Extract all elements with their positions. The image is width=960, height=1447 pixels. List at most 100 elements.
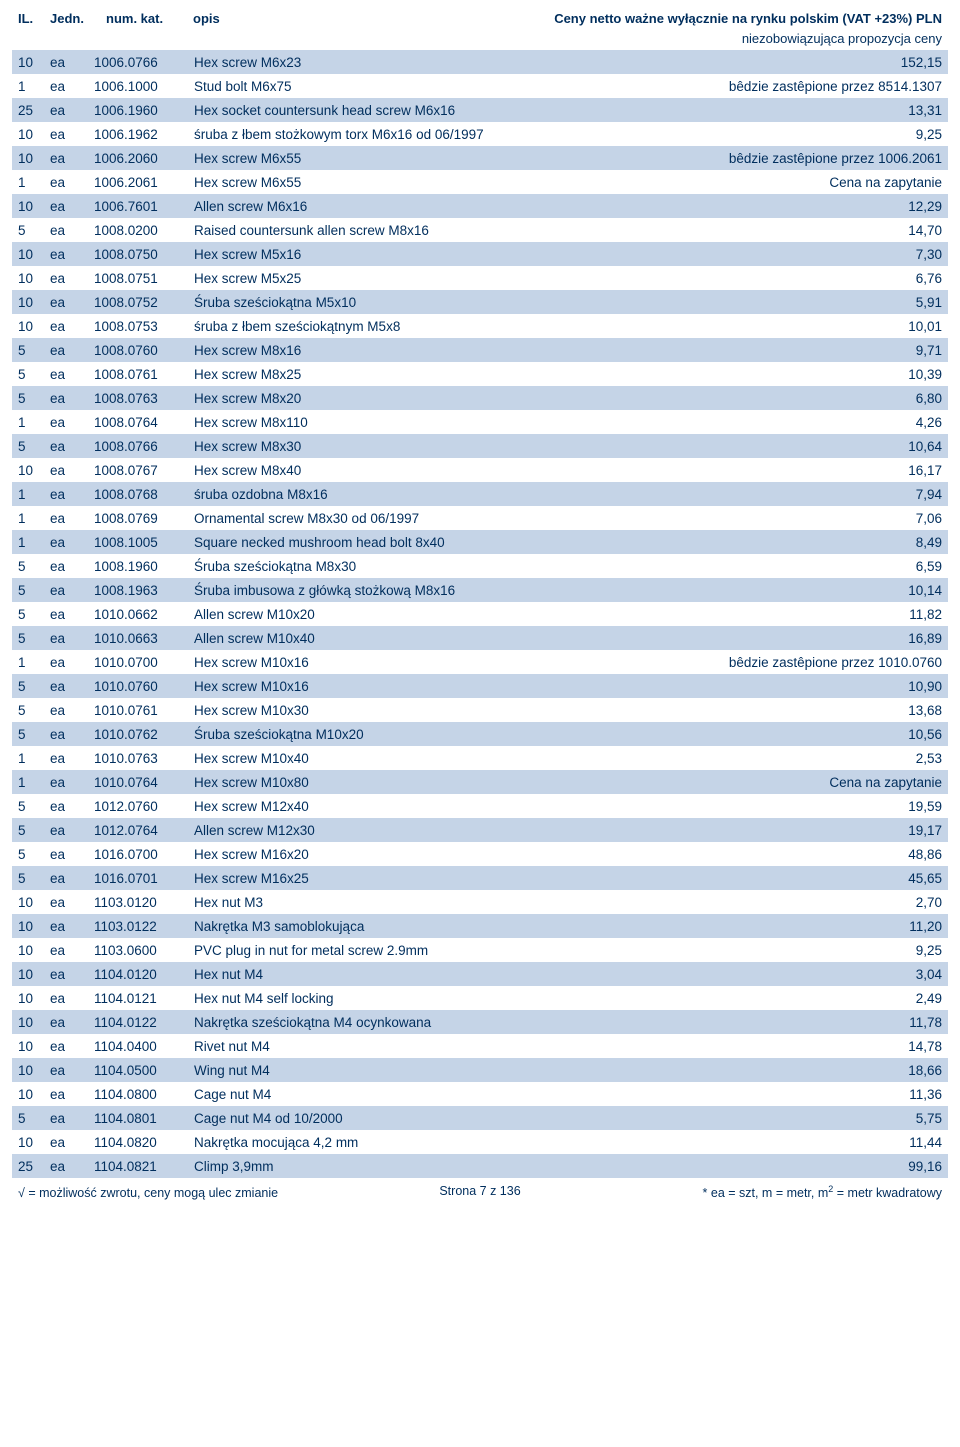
cell-jedn: ea (44, 842, 88, 866)
cell-num: 1010.0700 (88, 650, 188, 674)
sub-header: niezobowiązująca propozycja ceny (12, 28, 948, 50)
cell-price: 11,36 (708, 1082, 948, 1106)
col-header-right: Ceny netto ważne wyłącznie na rynku pols… (283, 11, 942, 26)
cell-jedn: ea (44, 914, 88, 938)
cell-il: 10 (12, 938, 44, 962)
cell-il: 5 (12, 578, 44, 602)
cell-opis: Hex screw M12x40 (188, 794, 708, 818)
cell-il: 10 (12, 1130, 44, 1154)
cell-jedn: ea (44, 50, 88, 74)
table-row: 10ea1006.7601Allen screw M6x1612,29 (12, 194, 948, 218)
cell-num: 1012.0760 (88, 794, 188, 818)
table-row: 5ea1012.0764Allen screw M12x3019,17 (12, 818, 948, 842)
table-row: 25ea1104.0821Climp 3,9mm99,16 (12, 1154, 948, 1178)
page-footer: √ = możliwość zwrotu, ceny mogą ulec zmi… (12, 1178, 948, 1200)
footer-right: * ea = szt, m = metr, m2 = metr kwadrato… (703, 1184, 942, 1200)
cell-num: 1008.0751 (88, 266, 188, 290)
cell-jedn: ea (44, 194, 88, 218)
cell-il: 10 (12, 50, 44, 74)
cell-il: 5 (12, 698, 44, 722)
col-header-jedn: Jedn. (50, 11, 100, 26)
table-row: 5ea1008.0761Hex screw M8x2510,39 (12, 362, 948, 386)
cell-opis: Hex socket countersunk head screw M6x16 (188, 98, 708, 122)
cell-price: 6,80 (708, 386, 948, 410)
cell-num: 1006.1962 (88, 122, 188, 146)
cell-num: 1104.0400 (88, 1034, 188, 1058)
cell-il: 5 (12, 554, 44, 578)
cell-jedn: ea (44, 626, 88, 650)
cell-num: 1104.0820 (88, 1130, 188, 1154)
cell-opis: Hex screw M10x80 (188, 770, 708, 794)
table-row: 5ea1010.0662Allen screw M10x2011,82 (12, 602, 948, 626)
cell-price: 16,89 (708, 626, 948, 650)
cell-il: 1 (12, 506, 44, 530)
cell-num: 1008.0752 (88, 290, 188, 314)
cell-price: 10,64 (708, 434, 948, 458)
table-row: 10ea1008.0750Hex screw M5x167,30 (12, 242, 948, 266)
cell-jedn: ea (44, 770, 88, 794)
cell-price: 11,82 (708, 602, 948, 626)
cell-opis: śruba ozdobna M8x16 (188, 482, 708, 506)
cell-jedn: ea (44, 938, 88, 962)
cell-price: 13,68 (708, 698, 948, 722)
cell-price: 9,25 (708, 938, 948, 962)
cell-jedn: ea (44, 98, 88, 122)
cell-opis: Hex screw M16x20 (188, 842, 708, 866)
table-row: 1ea1008.1005Square necked mushroom head … (12, 530, 948, 554)
table-row: 1ea1006.2061Hex screw M6x55Cena na zapyt… (12, 170, 948, 194)
cell-opis: Hex screw M8x25 (188, 362, 708, 386)
cell-opis: Hex nut M4 (188, 962, 708, 986)
cell-opis: Hex screw M8x110 (188, 410, 708, 434)
cell-opis: Cage nut M4 od 10/2000 (188, 1106, 708, 1130)
cell-il: 5 (12, 866, 44, 890)
cell-price: 11,20 (708, 914, 948, 938)
cell-price: 19,17 (708, 818, 948, 842)
cell-jedn: ea (44, 1154, 88, 1178)
table-row: 5ea1008.0766Hex screw M8x3010,64 (12, 434, 948, 458)
cell-num: 1010.0761 (88, 698, 188, 722)
cell-num: 1006.2061 (88, 170, 188, 194)
cell-num: 1104.0800 (88, 1082, 188, 1106)
table-row: 5ea1104.0801Cage nut M4 od 10/20005,75 (12, 1106, 948, 1130)
cell-opis: Nakrętka M3 samoblokująca (188, 914, 708, 938)
cell-jedn: ea (44, 962, 88, 986)
cell-num: 1104.0801 (88, 1106, 188, 1130)
cell-num: 1008.0767 (88, 458, 188, 482)
cell-num: 1008.1963 (88, 578, 188, 602)
cell-il: 1 (12, 170, 44, 194)
cell-num: 1008.0200 (88, 218, 188, 242)
cell-price: 48,86 (708, 842, 948, 866)
cell-price: 6,76 (708, 266, 948, 290)
table-row: 10ea1104.0500Wing nut M418,66 (12, 1058, 948, 1082)
table-row: 5ea1016.0700Hex screw M16x2048,86 (12, 842, 948, 866)
cell-opis: Hex nut M4 self locking (188, 986, 708, 1010)
cell-jedn: ea (44, 698, 88, 722)
cell-il: 25 (12, 1154, 44, 1178)
cell-il: 5 (12, 626, 44, 650)
cell-il: 1 (12, 74, 44, 98)
cell-jedn: ea (44, 338, 88, 362)
cell-price: 14,78 (708, 1034, 948, 1058)
cell-jedn: ea (44, 314, 88, 338)
cell-num: 1103.0120 (88, 890, 188, 914)
cell-num: 1010.0760 (88, 674, 188, 698)
cell-price: 14,70 (708, 218, 948, 242)
cell-jedn: ea (44, 986, 88, 1010)
cell-num: 1010.0762 (88, 722, 188, 746)
cell-price: Cena na zapytanie (708, 770, 948, 794)
cell-il: 10 (12, 458, 44, 482)
table-row: 10ea1104.0121Hex nut M4 self locking2,49 (12, 986, 948, 1010)
cell-num: 1104.0500 (88, 1058, 188, 1082)
cell-il: 10 (12, 986, 44, 1010)
cell-jedn: ea (44, 674, 88, 698)
table-header: IL. Jedn. num. kat. opis Ceny netto ważn… (12, 8, 948, 28)
cell-jedn: ea (44, 794, 88, 818)
col-header-il: IL. (18, 11, 44, 26)
table-row: 5ea1008.1960Śruba sześciokątna M8x306,59 (12, 554, 948, 578)
price-list-page: IL. Jedn. num. kat. opis Ceny netto ważn… (0, 0, 960, 1212)
table-row: 5ea1008.1963Śruba imbusowa z główką stoż… (12, 578, 948, 602)
cell-opis: Hex screw M8x30 (188, 434, 708, 458)
cell-il: 5 (12, 218, 44, 242)
cell-num: 1016.0700 (88, 842, 188, 866)
cell-opis: śruba z łbem stożkowym torx M6x16 od 06/… (188, 122, 708, 146)
